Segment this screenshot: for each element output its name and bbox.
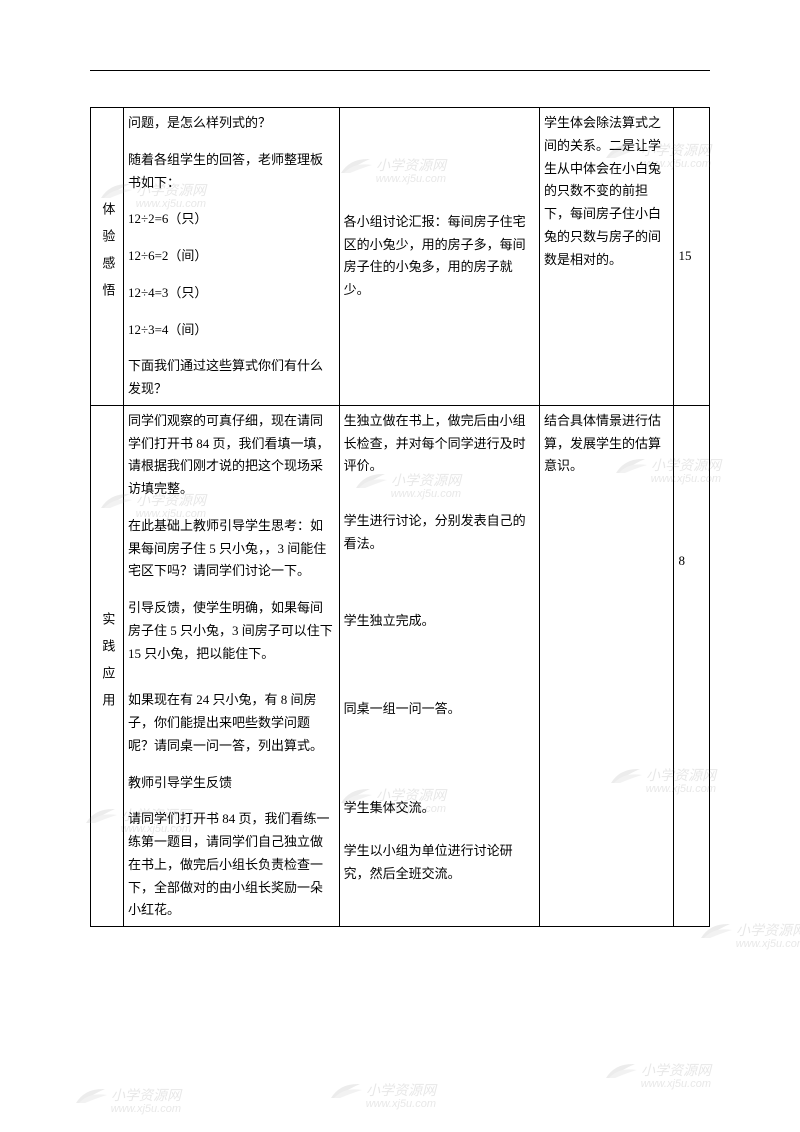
teacher-para: 12÷2=6（只） — [128, 208, 335, 231]
table-row: 体验感悟 问题，是怎么样列式的？ 随着各组学生的回答，老师整理板书如下： 12÷… — [91, 108, 710, 406]
table-row: 实践应用 同学们观察的可真仔细，现在请同学们打开书 84 页，我们看填一填，请根… — [91, 405, 710, 926]
time-cell: 8 — [674, 405, 710, 926]
student-para: 各小组讨论汇报：每间房子住宅区的小兔少，用的房子多，每间房子住的小兔多，用的房子… — [344, 211, 535, 302]
student-para: 生独立做在书上，做完后由小组长检查，并对每个同学进行及时评价。 — [344, 410, 535, 478]
teacher-para: 随着各组学生的回答，老师整理板书如下： — [128, 149, 335, 195]
time-cell: 15 — [674, 108, 710, 406]
lesson-table: 体验感悟 问题，是怎么样列式的？ 随着各组学生的回答，老师整理板书如下： 12÷… — [90, 107, 710, 927]
teacher-para: 12÷6=2（间） — [128, 245, 335, 268]
student-para: 学生以小组为单位进行讨论研究，然后全班交流。 — [344, 840, 535, 886]
top-rule — [90, 70, 710, 71]
spacer — [678, 410, 705, 550]
spacer — [128, 679, 335, 689]
time-value: 15 — [678, 245, 705, 268]
teacher-cell: 同学们观察的可真仔细，现在请同学们打开书 84 页，我们看填一填，请根据我们刚才… — [123, 405, 339, 926]
row-label-text: 实践应用 — [96, 612, 119, 720]
student-cell: 生独立做在书上，做完后由小组长检查，并对每个同学进行及时评价。 学生进行讨论，分… — [339, 405, 539, 926]
teacher-para: 12÷4=3（只） — [128, 282, 335, 305]
row-label: 实践应用 — [91, 405, 124, 926]
teacher-para: 请同学们打开书 84 页，我们看练一练第一题目，请同学们自己独立做在书上，做完后… — [128, 808, 335, 922]
student-cell: 各小组讨论汇报：每间房子住宅区的小兔少，用的房子多，每间房子住的小兔多，用的房子… — [339, 108, 539, 406]
student-para: 同桌一组一问一答。 — [344, 698, 535, 721]
row-label: 体验感悟 — [91, 108, 124, 406]
spacer — [344, 735, 535, 797]
teacher-para: 教师引导学生反馈 — [128, 772, 335, 795]
intent-cell: 结合具体情景进行估算，发展学生的估算意识。 — [540, 405, 674, 926]
time-value: 8 — [678, 550, 705, 573]
student-para: 学生集体交流。 — [344, 797, 535, 820]
spacer — [344, 492, 535, 510]
teacher-para: 引导反馈，使学生明确，如果每间房子住 5 只小兔，3 间房子可以住下 15 只小… — [128, 597, 335, 665]
teacher-para: 如果现在有 24 只小兔，有 8 间房子，你们能提出来吧些数学问题呢？请同桌一问… — [128, 689, 335, 757]
teacher-para: 在此基础上教师引导学生思考：如果每间房子住 5 只小兔，，3 间能住宅区下吗？请… — [128, 515, 335, 583]
teacher-para: 同学们观察的可真仔细，现在请同学们打开书 84 页，我们看填一填，请根据我们刚才… — [128, 410, 335, 501]
intent-para: 学生体会除法算式之间的关系。二是让学生从中体会在小白兔的只数不变的前担下，每间房… — [544, 112, 669, 271]
teacher-para: 问题，是怎么样列式的？ — [128, 112, 335, 135]
spacer — [344, 570, 535, 610]
row-label-text: 体验感悟 — [96, 202, 119, 310]
teacher-para: 12÷3=4（间） — [128, 319, 335, 342]
intent-cell: 学生体会除法算式之间的关系。二是让学生从中体会在小白兔的只数不变的前担下，每间房… — [540, 108, 674, 406]
student-para: 学生独立完成。 — [344, 610, 535, 633]
teacher-para: 下面我们通过这些算式你们有什么发现？ — [128, 355, 335, 401]
spacer — [344, 646, 535, 698]
teacher-cell: 问题，是怎么样列式的？ 随着各组学生的回答，老师整理板书如下： 12÷2=6（只… — [123, 108, 339, 406]
page: 体验感悟 问题，是怎么样列式的？ 随着各组学生的回答，老师整理板书如下： 12÷… — [0, 0, 800, 1132]
student-para: 学生进行讨论，分别发表自己的看法。 — [344, 510, 535, 556]
intent-para: 结合具体情景进行估算，发展学生的估算意识。 — [544, 410, 669, 478]
